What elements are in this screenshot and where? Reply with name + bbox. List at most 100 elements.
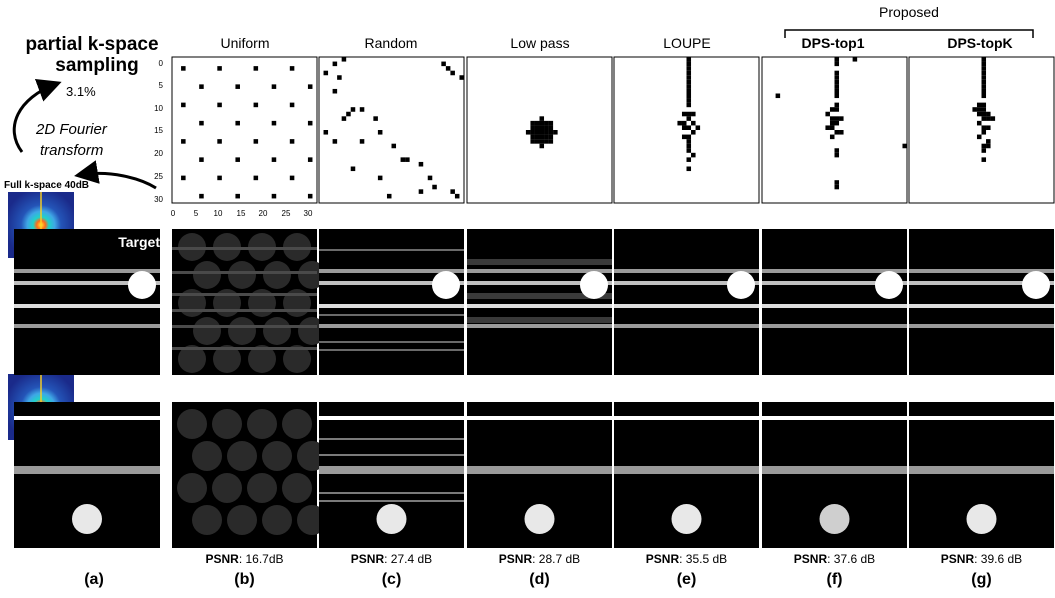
mask-pixel: [544, 130, 549, 135]
mask-pixel: [834, 107, 840, 112]
recon-panel-b-row-2: [172, 402, 327, 548]
mask-pixel: [346, 111, 351, 117]
mask-pixel: [686, 93, 692, 99]
target-panel-row-1: [14, 229, 160, 375]
mask-panel-g: [908, 56, 1055, 204]
mask-pixel: [829, 116, 835, 121]
recon-stripe: [172, 309, 317, 312]
panel-label-b: (b): [234, 571, 254, 588]
psnr-label: PSNR: [646, 552, 680, 566]
recon-stripe: [467, 304, 612, 308]
mask-pixel: [834, 88, 840, 94]
mask-pixel: [981, 93, 987, 99]
mask-pixel: [534, 125, 540, 130]
mask-pixel: [341, 116, 347, 121]
mask-pixel: [981, 143, 987, 149]
recon-stripe: [467, 416, 612, 420]
recon-stripe: [467, 324, 612, 328]
psnr-caption-b: PSNR: 16.7dB: [205, 552, 283, 566]
artifact-stripe: [319, 341, 464, 343]
mask-pixel: [686, 157, 692, 162]
recon-stripe: [762, 281, 907, 285]
mask-pixel: [834, 93, 840, 99]
mask-pixel: [544, 125, 549, 130]
recon-stripe: [319, 281, 464, 285]
mask-frame: [318, 56, 465, 204]
column-titles: Uniform Random Low pass LOUPE DPS-top1 D…: [220, 35, 1012, 51]
mask-pixel: [986, 116, 991, 121]
mask-panel-f: [761, 56, 908, 204]
mask-pixel: [990, 116, 996, 121]
mask-panel-b: [171, 56, 318, 204]
recon-stripe: [319, 304, 464, 308]
recon-stripe: [614, 466, 759, 474]
recon-stripe: [172, 347, 317, 350]
mask-pixel: [181, 66, 186, 71]
mask-pixel: [686, 139, 692, 144]
mask-pixel: [337, 75, 342, 80]
mask-pixel: [271, 120, 277, 126]
sampling-title-line2: sampling: [55, 55, 138, 76]
mask-pixel: [534, 134, 540, 140]
mask-pixel: [686, 125, 692, 130]
mask-panel-e: [613, 56, 760, 204]
recon-disk: [524, 504, 555, 534]
recon-stripe: [909, 281, 1054, 285]
mask-pixel: [972, 107, 977, 112]
mask-pixel: [332, 139, 338, 144]
mask-pixel: [253, 66, 259, 71]
mask-pixel: [271, 157, 277, 162]
ghost-blob: [178, 345, 206, 373]
mask-pixel: [530, 120, 535, 126]
recon-stripe: [172, 325, 317, 328]
mask-pixel: [829, 134, 835, 140]
fourier-line1: 2D Fourier: [35, 121, 108, 138]
ghost-blob: [227, 505, 257, 535]
mask-pixel: [829, 107, 835, 112]
recon-stripe: [614, 269, 759, 273]
recon-stripe: [14, 324, 160, 328]
recon-stripe: [467, 466, 612, 474]
mask-pixel: [681, 120, 687, 126]
mask-pixel: [450, 70, 455, 76]
mask-pixel: [548, 134, 554, 140]
psnr-label: PSNR: [794, 552, 828, 566]
mask-pixel: [825, 125, 830, 130]
ghost-blob: [283, 345, 311, 373]
ytick-15: 15: [154, 126, 163, 135]
psnr-value: : 39.6 dB: [974, 552, 1022, 566]
mask-pixel: [981, 111, 987, 117]
mask-pixel: [459, 75, 464, 80]
recon-stripe: [14, 416, 160, 420]
mask-pixel: [902, 143, 907, 149]
psnr-value: : 37.6 dB: [827, 552, 875, 566]
mask-pixel: [359, 139, 365, 144]
mask-pixel: [530, 125, 535, 130]
artifact-stripe: [319, 314, 464, 316]
mask-pixel: [307, 120, 313, 126]
recon-stripe: [909, 269, 1054, 273]
mask-pixel: [548, 120, 554, 126]
mask-pixel: [691, 111, 696, 117]
mask-pixel: [235, 157, 240, 162]
mask-pixel: [405, 157, 410, 162]
recon-panel-e-row-1: [614, 229, 759, 375]
target-panel-row-2: [14, 402, 160, 548]
mask-pixel: [199, 84, 204, 89]
recon-disk: [1022, 271, 1050, 299]
recon-panel-c-row-2: [319, 402, 464, 548]
ghost-blob: [247, 409, 277, 439]
sampling-percent: 3.1%: [66, 84, 96, 99]
mask-pixel: [539, 116, 545, 121]
mask-pixel: [271, 84, 277, 89]
ghost-blob: [247, 473, 277, 503]
recon-panel-b-row-1: [172, 229, 326, 375]
mask-pixel: [307, 157, 313, 162]
recon-stripe: [14, 304, 160, 308]
psnr-value: : 35.5 dB: [679, 552, 727, 566]
caption-row: PSNR: 16.7dB(b)PSNR: 27.4 dB(c)PSNR: 28.…: [205, 552, 1022, 588]
recon-stripe: [909, 466, 1054, 474]
mask-pixel: [686, 79, 692, 85]
ghost-blob: [227, 441, 257, 471]
recon-background: [14, 229, 160, 375]
